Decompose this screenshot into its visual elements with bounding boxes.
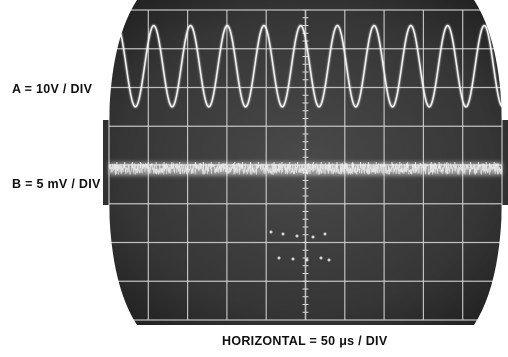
oscilloscope-screen xyxy=(103,0,508,325)
phosphor-dot xyxy=(295,234,299,238)
bezel-corner-top-left xyxy=(103,0,137,120)
bezel-corner-bottom-left xyxy=(103,205,137,325)
horizontal-scale-label: HORIZONTAL = 50 μs / DIV xyxy=(222,334,388,348)
stray-dots xyxy=(269,230,331,262)
phosphor-dot xyxy=(269,230,273,234)
phosphor-dot xyxy=(323,232,327,236)
crt-bezel-corners xyxy=(103,0,508,325)
phosphor-dot xyxy=(319,256,323,260)
bezel-corner-top-right xyxy=(474,0,508,120)
channel-b-scale-label: B = 5 mV / DIV xyxy=(12,177,101,191)
bezel-corner-bottom-right xyxy=(474,205,508,325)
phosphor-dot xyxy=(305,258,309,262)
phosphor-dot xyxy=(311,235,315,239)
phosphor-dot xyxy=(277,256,281,260)
phosphor-dot xyxy=(327,258,331,262)
trace-group xyxy=(107,24,504,176)
phosphor-dot xyxy=(281,232,285,236)
channel-a-scale-label: A = 10V / DIV xyxy=(12,82,93,96)
phosphor-dot xyxy=(291,257,295,261)
channel-a-trace xyxy=(108,24,503,108)
channel-b-trace xyxy=(108,162,503,176)
